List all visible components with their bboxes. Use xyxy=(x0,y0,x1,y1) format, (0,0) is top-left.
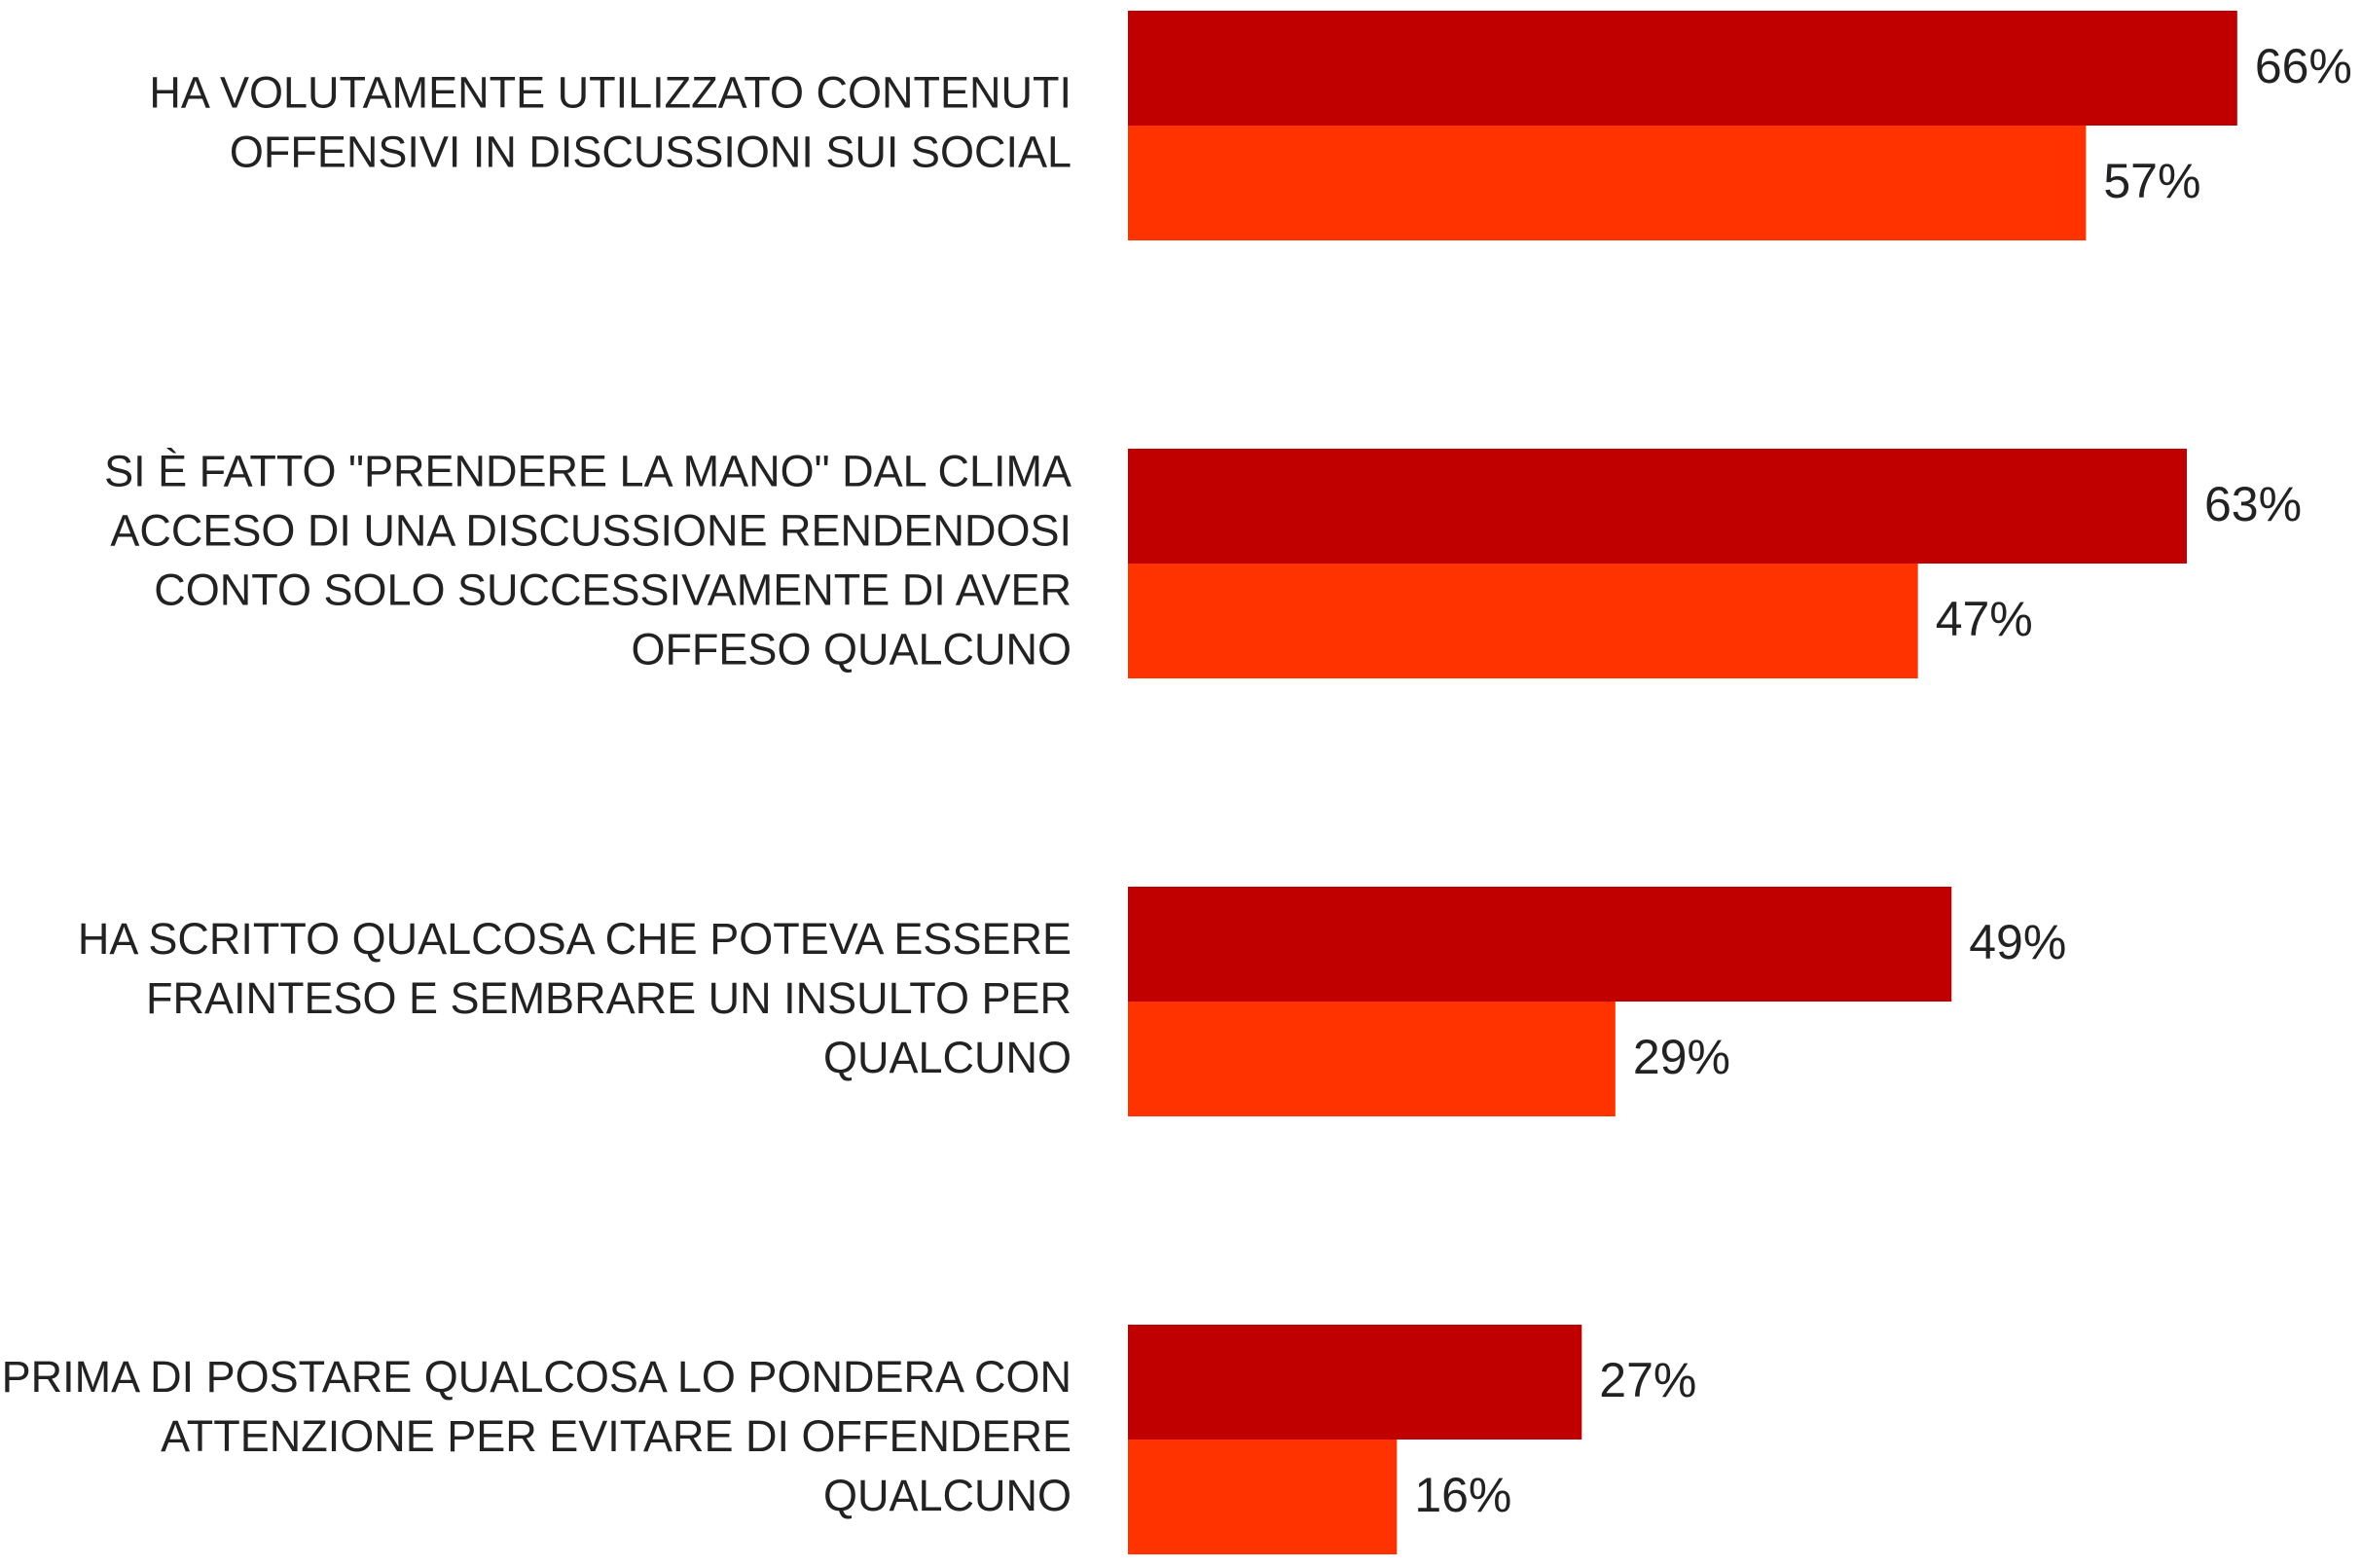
category-label: HA SCRITTO QUALCOSA CHE POTEVA ESSERE xyxy=(78,914,1072,964)
bar xyxy=(1128,449,2188,564)
category-label: ATTENZIONE PER EVITARE DI OFFENDERE xyxy=(161,1411,1072,1461)
category-label: ACCESO DI UNA DISCUSSIONE RENDENDOSI xyxy=(110,505,1072,555)
category-label: CONTO SOLO SUCCESSIVAMENTE DI AVER xyxy=(154,565,1072,614)
bar xyxy=(1128,126,2087,240)
category-label: QUALCUNO xyxy=(823,1471,1072,1520)
category-label: FRAINTESO E SEMBRARE UN INSULTO PER xyxy=(146,973,1072,1023)
category-label: OFFENSIVI IN DISCUSSIONI SUI SOCIAL xyxy=(230,127,1072,176)
category-label: HA VOLUTAMENTE UTILIZZATO CONTENUTI xyxy=(149,67,1072,117)
bar xyxy=(1128,11,2237,126)
bar xyxy=(1128,887,1952,1002)
bar xyxy=(1128,1325,1582,1440)
value-label: 66% xyxy=(2255,39,2352,93)
value-label: 47% xyxy=(1936,592,2033,646)
category-label: OFFESO QUALCUNO xyxy=(631,624,1072,674)
category-label: QUALCUNO xyxy=(823,1033,1072,1082)
bar xyxy=(1128,1440,1398,1554)
value-label: 16% xyxy=(1414,1468,1511,1522)
value-label: 49% xyxy=(1969,915,2066,969)
bar xyxy=(1128,564,1918,678)
value-label: 57% xyxy=(2103,154,2200,208)
bar xyxy=(1128,1002,1616,1116)
category-label: SI È FATTO "PRENDERE LA MANO" DAL CLIMA xyxy=(104,446,1072,495)
category-label: PRIMA DI POSTARE QUALCOSA LO PONDERA CON xyxy=(2,1352,1072,1402)
value-label: 63% xyxy=(2204,477,2302,531)
value-label: 27% xyxy=(1599,1353,1696,1407)
value-label: 29% xyxy=(1633,1030,1730,1084)
